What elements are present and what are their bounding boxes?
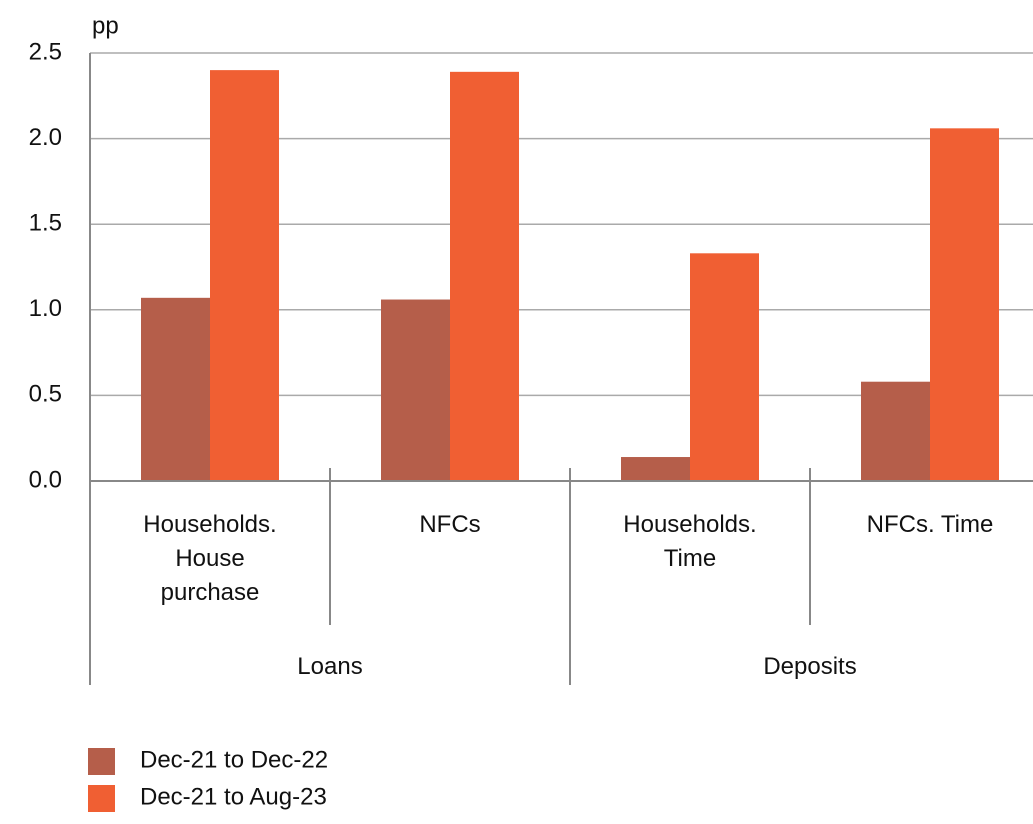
group-label: Loans <box>297 653 363 680</box>
x-tick-label: Households. Time <box>623 511 757 572</box>
bar <box>141 297 210 481</box>
y-tick-label: 1.5 <box>29 210 62 237</box>
group-label: Deposits <box>763 653 857 680</box>
legend-label: Dec-21 to Aug-23 <box>140 783 327 810</box>
y-tick-label: 2.0 <box>29 124 62 151</box>
x-tick-label: Households. House purchase <box>143 511 277 606</box>
y-tick-label: 0.5 <box>29 381 62 408</box>
legend-swatch <box>88 785 115 812</box>
x-tick-label: NFCs. Time <box>866 511 994 538</box>
bar <box>210 70 279 482</box>
bar <box>861 381 930 481</box>
legend-swatch <box>88 748 115 775</box>
y-tick-label: 1.0 <box>29 295 62 322</box>
x-tick-label: NFCs <box>419 511 481 538</box>
legend-label: Dec-21 to Dec-22 <box>140 746 328 773</box>
bar <box>381 299 450 481</box>
bar <box>450 71 519 481</box>
bar <box>690 253 759 481</box>
y-tick-label: 0.0 <box>29 466 62 493</box>
y-tick-label: 2.5 <box>29 38 62 65</box>
bar <box>930 128 999 481</box>
unit-label: pp <box>92 12 119 39</box>
bar <box>621 457 690 481</box>
